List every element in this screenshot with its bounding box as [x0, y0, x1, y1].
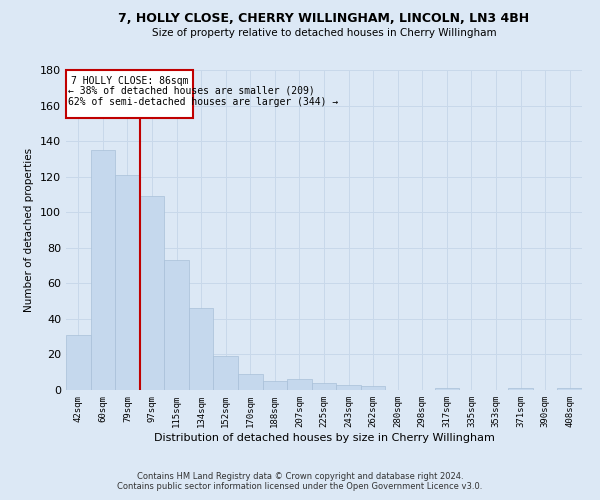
Bar	[91, 150, 115, 390]
Bar	[263, 381, 287, 390]
Bar	[115, 175, 140, 390]
Text: 7, HOLLY CLOSE, CHERRY WILLINGHAM, LINCOLN, LN3 4BH: 7, HOLLY CLOSE, CHERRY WILLINGHAM, LINCO…	[118, 12, 530, 26]
Bar	[434, 388, 459, 390]
Text: Contains public sector information licensed under the Open Government Licence v3: Contains public sector information licen…	[118, 482, 482, 491]
Bar	[238, 374, 263, 390]
Bar	[508, 388, 533, 390]
Text: 62% of semi-detached houses are larger (344) →: 62% of semi-detached houses are larger (…	[68, 96, 339, 106]
X-axis label: Distribution of detached houses by size in Cherry Willingham: Distribution of detached houses by size …	[154, 432, 494, 442]
Bar	[66, 335, 91, 390]
Text: Size of property relative to detached houses in Cherry Willingham: Size of property relative to detached ho…	[152, 28, 496, 38]
Bar	[361, 386, 385, 390]
FancyBboxPatch shape	[66, 70, 193, 118]
Bar	[214, 356, 238, 390]
Bar	[189, 308, 214, 390]
Bar	[287, 380, 312, 390]
Bar	[312, 383, 336, 390]
Text: 7 HOLLY CLOSE: 86sqm: 7 HOLLY CLOSE: 86sqm	[71, 76, 188, 86]
Bar	[140, 196, 164, 390]
Bar	[557, 388, 582, 390]
Text: Contains HM Land Registry data © Crown copyright and database right 2024.: Contains HM Land Registry data © Crown c…	[137, 472, 463, 481]
Bar	[164, 260, 189, 390]
Y-axis label: Number of detached properties: Number of detached properties	[25, 148, 34, 312]
Bar	[336, 384, 361, 390]
Text: ← 38% of detached houses are smaller (209): ← 38% of detached houses are smaller (20…	[68, 85, 315, 95]
